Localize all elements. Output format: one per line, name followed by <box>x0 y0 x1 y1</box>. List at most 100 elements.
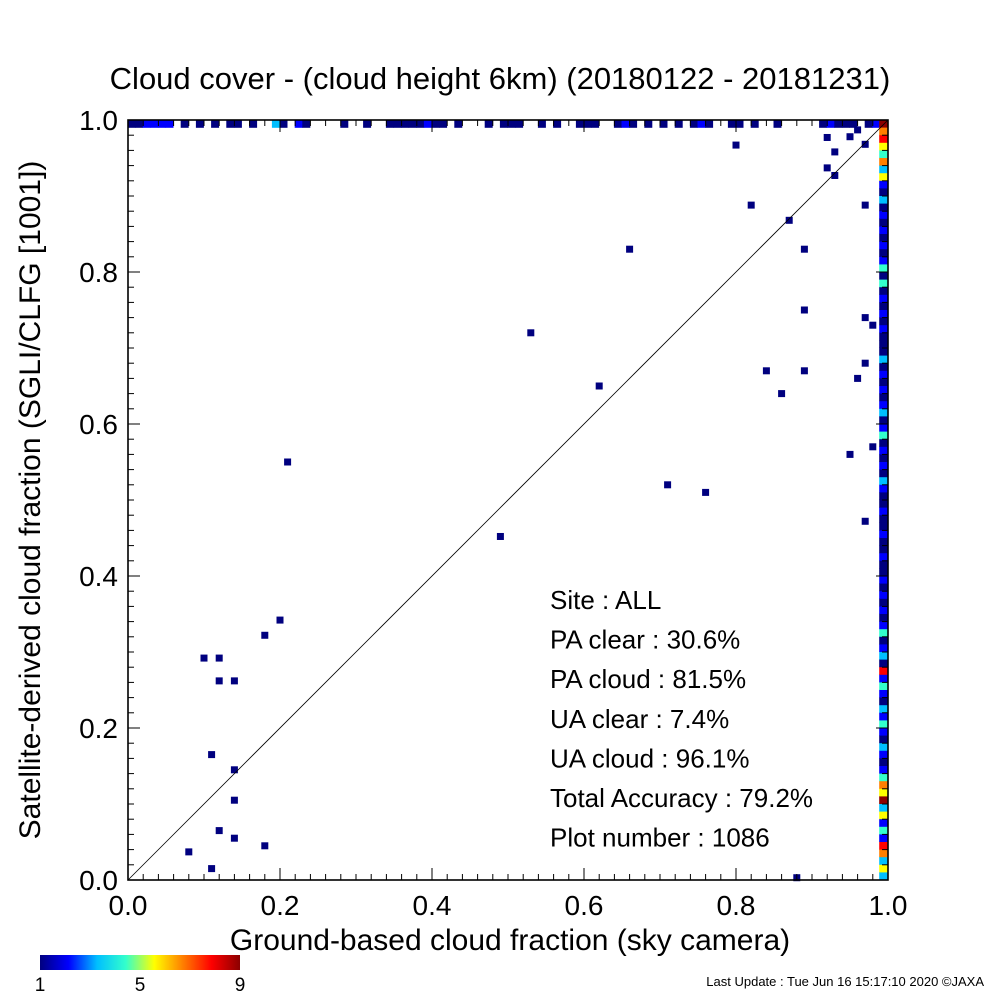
data-point-right-col <box>879 514 889 523</box>
data-point-top-row <box>872 119 881 128</box>
data-point <box>215 654 223 662</box>
data-point-right-col <box>879 689 889 698</box>
data-point <box>861 359 869 367</box>
y-tick-label: 0.0 <box>79 865 118 896</box>
data-point <box>215 827 223 835</box>
data-point-top-row <box>401 119 410 128</box>
data-point-right-col <box>879 332 889 341</box>
data-point-right-col <box>879 727 889 736</box>
data-point-right-col <box>879 469 889 478</box>
data-point-right-col <box>879 484 889 493</box>
data-point-right-col <box>879 203 889 212</box>
data-point-top-row <box>294 119 303 128</box>
data-point-right-col <box>879 172 889 181</box>
data-point <box>861 140 869 148</box>
data-point-right-col <box>879 742 889 751</box>
data-point-right-col <box>879 568 889 576</box>
axis-ticks: 0.0 0.2 0.4 0.6 0.8 1.0 0.0 0.2 0.4 0.6 0.8 1.0 <box>79 105 907 921</box>
data-point-top-row <box>849 119 858 128</box>
data-point-right-col <box>879 750 889 759</box>
data-point <box>854 126 862 134</box>
data-point-top-row <box>834 119 843 128</box>
last-update-footer: Last Update : Tue Jun 16 15:17:10 2020 ©… <box>706 974 984 989</box>
data-point <box>527 329 535 337</box>
data-point <box>185 848 193 856</box>
data-point <box>823 133 831 141</box>
data-point-top-row <box>705 119 714 128</box>
data-point <box>208 865 216 873</box>
plot-marks <box>127 119 889 882</box>
data-point-right-col <box>879 735 889 744</box>
data-point-top-row <box>735 119 744 128</box>
data-point <box>861 201 869 209</box>
data-point <box>215 677 223 685</box>
data-point-top-row <box>431 119 440 128</box>
data-point-right-col <box>879 537 889 546</box>
data-point-right-col <box>879 188 889 196</box>
data-point-right-col <box>879 636 889 645</box>
data-point-top-row <box>127 119 136 128</box>
data-point-right-col <box>879 492 889 500</box>
data-point-right-col <box>879 674 889 683</box>
data-point-right-col <box>879 385 889 394</box>
data-point-top-row <box>393 119 402 128</box>
data-point-top-row <box>271 119 280 128</box>
data-point-top-row <box>613 119 622 128</box>
y-tick-label: 0.6 <box>79 409 118 440</box>
data-point <box>626 245 634 253</box>
data-point-top-row <box>841 119 850 128</box>
data-point-right-col <box>879 233 889 242</box>
x-tick-label: 0.2 <box>261 890 300 921</box>
data-point-right-col <box>879 545 889 554</box>
data-point <box>496 532 504 540</box>
stat-line: UA clear : 7.4% <box>550 704 729 734</box>
data-point-right-col <box>879 210 889 219</box>
x-tick-label: 0.4 <box>413 890 452 921</box>
data-point-right-col <box>879 317 889 326</box>
data-point-right-col <box>879 583 889 592</box>
data-point-top-row <box>553 119 562 128</box>
data-point-top-row <box>226 119 235 128</box>
data-point-right-col <box>879 423 889 432</box>
data-point-top-row <box>499 119 508 128</box>
y-tick-label: 1.0 <box>79 105 118 136</box>
data-point-right-col <box>879 264 889 272</box>
data-point <box>854 374 862 382</box>
data-point-right-col <box>879 142 889 151</box>
data-point-right-col <box>879 218 889 227</box>
data-point-top-row <box>416 119 425 128</box>
data-point-right-col <box>879 165 889 174</box>
data-point-top-row <box>484 119 493 128</box>
data-point-right-col <box>879 621 889 630</box>
data-point-top-row <box>211 119 220 128</box>
data-point-right-col <box>879 157 889 166</box>
one-to-one-line <box>127 119 889 881</box>
data-point <box>785 216 793 224</box>
data-point-top-row <box>180 119 189 128</box>
data-point <box>800 245 808 253</box>
data-point-top-row <box>583 119 592 128</box>
data-point-right-col <box>879 864 889 873</box>
data-point <box>846 450 854 458</box>
data-point <box>861 314 869 322</box>
data-point <box>208 751 216 759</box>
data-point-top-row <box>819 119 828 128</box>
data-point-right-col <box>879 712 889 721</box>
data-point-right-col <box>879 119 889 128</box>
data-point-top-row <box>591 119 600 128</box>
data-point-right-col <box>879 378 889 386</box>
data-point-top-row <box>363 119 372 128</box>
data-point-top-row <box>249 119 258 128</box>
data-point-right-col <box>879 438 889 447</box>
data-point-right-col <box>879 849 889 858</box>
data-point-top-row <box>659 119 668 128</box>
data-point-right-col <box>879 355 889 364</box>
colorbar-tick-label: 5 <box>135 975 146 996</box>
y-tick-label: 0.8 <box>79 257 118 288</box>
data-point-right-col <box>879 811 889 820</box>
data-point-right-col <box>879 271 889 280</box>
data-point <box>200 654 208 662</box>
data-point <box>230 796 238 804</box>
data-point-right-col <box>879 226 889 234</box>
